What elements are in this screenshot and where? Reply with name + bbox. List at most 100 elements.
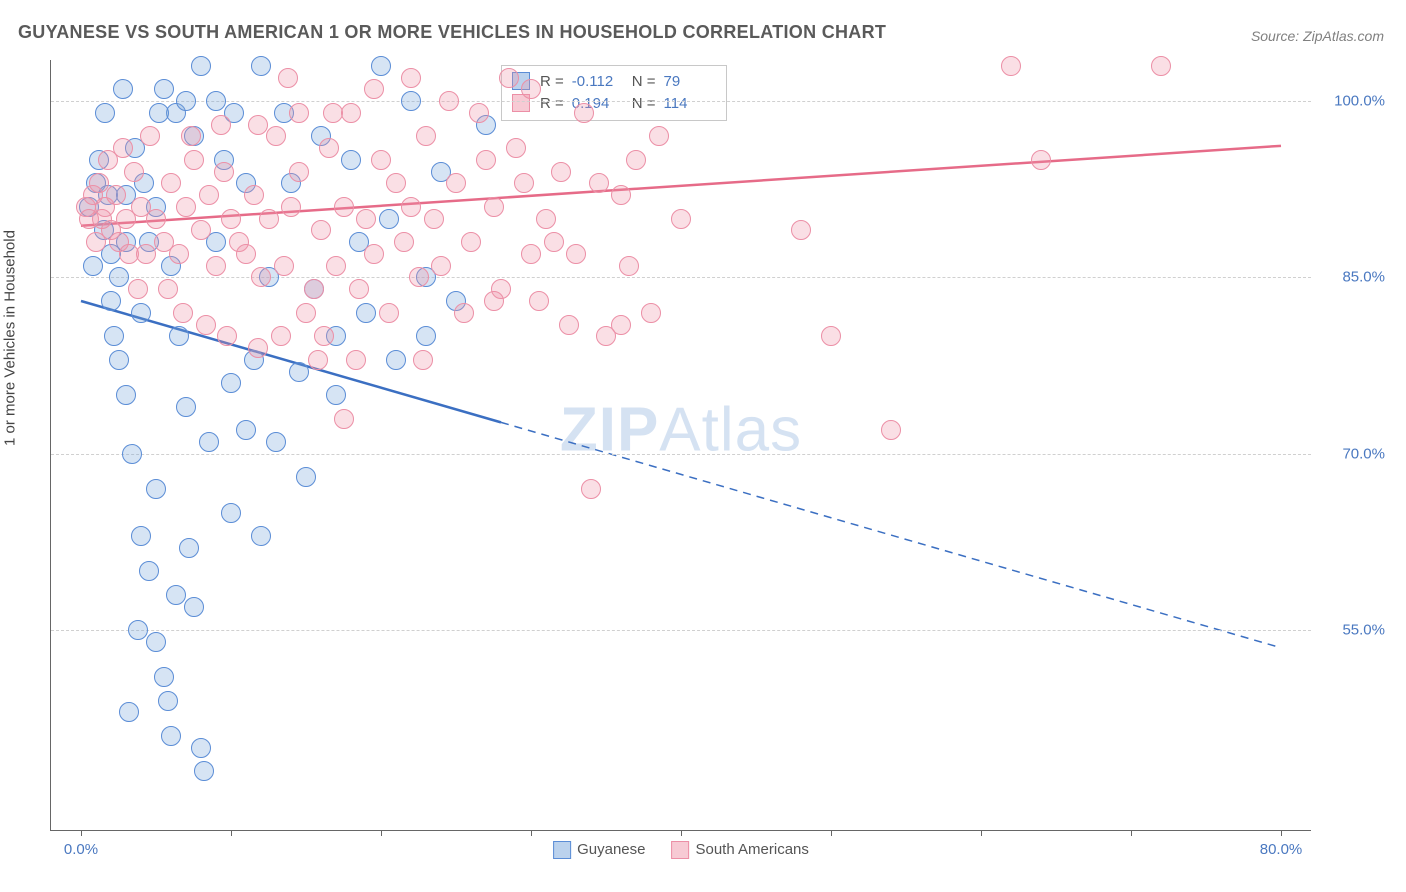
scatter-point bbox=[454, 303, 474, 323]
scatter-point bbox=[179, 538, 199, 558]
x-tick bbox=[981, 830, 982, 836]
scatter-point bbox=[1151, 56, 1171, 76]
scatter-point bbox=[356, 209, 376, 229]
scatter-point bbox=[113, 79, 133, 99]
scatter-point bbox=[122, 444, 142, 464]
scatter-point bbox=[236, 420, 256, 440]
stats-row: R =0.194N =114 bbox=[512, 92, 716, 114]
y-tick-label: 100.0% bbox=[1317, 93, 1385, 110]
y-tick-label: 85.0% bbox=[1317, 269, 1385, 286]
scatter-point bbox=[199, 432, 219, 452]
scatter-point bbox=[371, 150, 391, 170]
scatter-point bbox=[401, 91, 421, 111]
stats-n-label: N = bbox=[632, 95, 656, 112]
stats-r-label: R = bbox=[540, 73, 564, 90]
scatter-point bbox=[364, 244, 384, 264]
scatter-point bbox=[791, 220, 811, 240]
scatter-point bbox=[1031, 150, 1051, 170]
stats-row: R =-0.112N =79 bbox=[512, 70, 716, 92]
y-tick-label: 55.0% bbox=[1317, 622, 1385, 639]
scatter-point bbox=[146, 479, 166, 499]
stats-n-label: N = bbox=[632, 73, 656, 90]
scatter-point bbox=[251, 267, 271, 287]
scatter-point bbox=[319, 138, 339, 158]
scatter-point bbox=[521, 244, 541, 264]
y-axis-label: 1 or more Vehicles in Household bbox=[2, 230, 19, 446]
scatter-point bbox=[221, 503, 241, 523]
scatter-point bbox=[173, 303, 193, 323]
scatter-point bbox=[83, 256, 103, 276]
bottom-legend: Guyanese South Americans bbox=[553, 841, 809, 859]
legend-swatch-icon bbox=[553, 841, 571, 859]
scatter-point bbox=[386, 350, 406, 370]
legend-item-guyanese: Guyanese bbox=[553, 841, 645, 859]
scatter-point bbox=[581, 479, 601, 499]
scatter-point bbox=[211, 115, 231, 135]
scatter-point bbox=[131, 526, 151, 546]
scatter-point bbox=[128, 620, 148, 640]
scatter-point bbox=[611, 185, 631, 205]
stats-n-value: 114 bbox=[664, 95, 716, 112]
scatter-point bbox=[296, 467, 316, 487]
x-tick bbox=[681, 830, 682, 836]
scatter-point bbox=[184, 597, 204, 617]
scatter-point bbox=[176, 197, 196, 217]
scatter-point bbox=[671, 209, 691, 229]
scatter-point bbox=[248, 338, 268, 358]
scatter-point bbox=[469, 103, 489, 123]
scatter-point bbox=[251, 56, 271, 76]
scatter-point bbox=[169, 326, 189, 346]
scatter-point bbox=[161, 726, 181, 746]
scatter-point bbox=[346, 350, 366, 370]
scatter-point bbox=[184, 150, 204, 170]
scatter-point bbox=[881, 420, 901, 440]
scatter-point bbox=[424, 209, 444, 229]
legend-label: Guyanese bbox=[577, 841, 645, 858]
scatter-point bbox=[446, 173, 466, 193]
scatter-point bbox=[296, 303, 316, 323]
scatter-point bbox=[176, 397, 196, 417]
scatter-point bbox=[821, 326, 841, 346]
scatter-point bbox=[169, 244, 189, 264]
scatter-point bbox=[271, 326, 291, 346]
scatter-point bbox=[484, 291, 504, 311]
scatter-point bbox=[181, 126, 201, 146]
scatter-point bbox=[158, 279, 178, 299]
scatter-point bbox=[154, 667, 174, 687]
scatter-point bbox=[334, 409, 354, 429]
legend-swatch-icon bbox=[671, 841, 689, 859]
scatter-point bbox=[278, 68, 298, 88]
scatter-point bbox=[431, 256, 451, 276]
scatter-point bbox=[244, 185, 264, 205]
scatter-point bbox=[104, 326, 124, 346]
scatter-point bbox=[394, 232, 414, 252]
x-tick bbox=[381, 830, 382, 836]
chart-title: GUYANESE VS SOUTH AMERICAN 1 OR MORE VEH… bbox=[18, 22, 886, 43]
gridline bbox=[51, 277, 1311, 278]
scatter-point bbox=[308, 350, 328, 370]
scatter-point bbox=[401, 197, 421, 217]
scatter-point bbox=[266, 432, 286, 452]
x-tick bbox=[231, 830, 232, 836]
scatter-point bbox=[551, 162, 571, 182]
scatter-point bbox=[611, 315, 631, 335]
scatter-point bbox=[214, 162, 234, 182]
scatter-point bbox=[119, 702, 139, 722]
scatter-point bbox=[559, 315, 579, 335]
x-tick bbox=[531, 830, 532, 836]
scatter-point bbox=[371, 56, 391, 76]
scatter-point bbox=[139, 561, 159, 581]
scatter-point bbox=[146, 209, 166, 229]
scatter-point bbox=[386, 173, 406, 193]
scatter-point bbox=[574, 103, 594, 123]
scatter-point bbox=[251, 526, 271, 546]
scatter-point bbox=[311, 220, 331, 240]
gridline bbox=[51, 630, 1311, 631]
scatter-point bbox=[199, 185, 219, 205]
scatter-point bbox=[217, 326, 237, 346]
scatter-point bbox=[206, 91, 226, 111]
scatter-point bbox=[154, 79, 174, 99]
scatter-point bbox=[266, 126, 286, 146]
legend-item-south-americans: South Americans bbox=[671, 841, 808, 859]
scatter-point bbox=[566, 244, 586, 264]
